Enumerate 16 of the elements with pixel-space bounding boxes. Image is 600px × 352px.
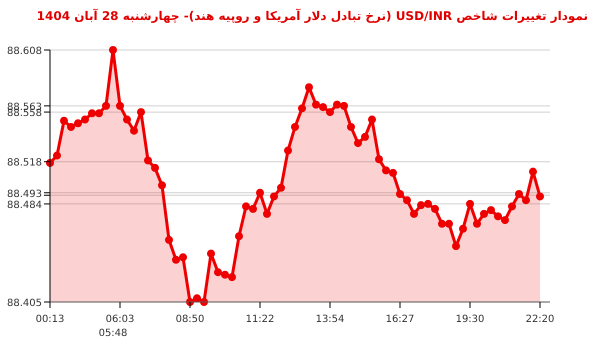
x-tick-label: 13:54 [316,314,344,325]
x-tick-label: 22:20 [526,314,554,325]
x-tick-label: 16:27 [386,314,414,325]
y-tick-label: 88.558 [7,108,42,120]
x-tick-label: 00:13 [36,314,64,325]
y-tick-label: 88.608 [7,46,42,57]
text: 05:48 [98,328,128,339]
x-tick-label: 19:30 [456,314,484,325]
x-tick-label: 06:03 [106,314,134,325]
chart-title: نمودار تغییرات شاخص USD/INR (نرخ تبادل دلار آمریکا و روپیه هند)- چهارشنبه 28 آبان 1404 [36,8,588,23]
y-tick-label: 88.405 [7,298,42,309]
x-tick-label: 11:22 [246,314,274,325]
x-tick-label: 08:50 [176,314,204,325]
y-tick-label: 88.484 [7,200,42,211]
y-tick-label: 88.493 [7,188,42,200]
y-tick-label: 88.518 [7,158,42,169]
